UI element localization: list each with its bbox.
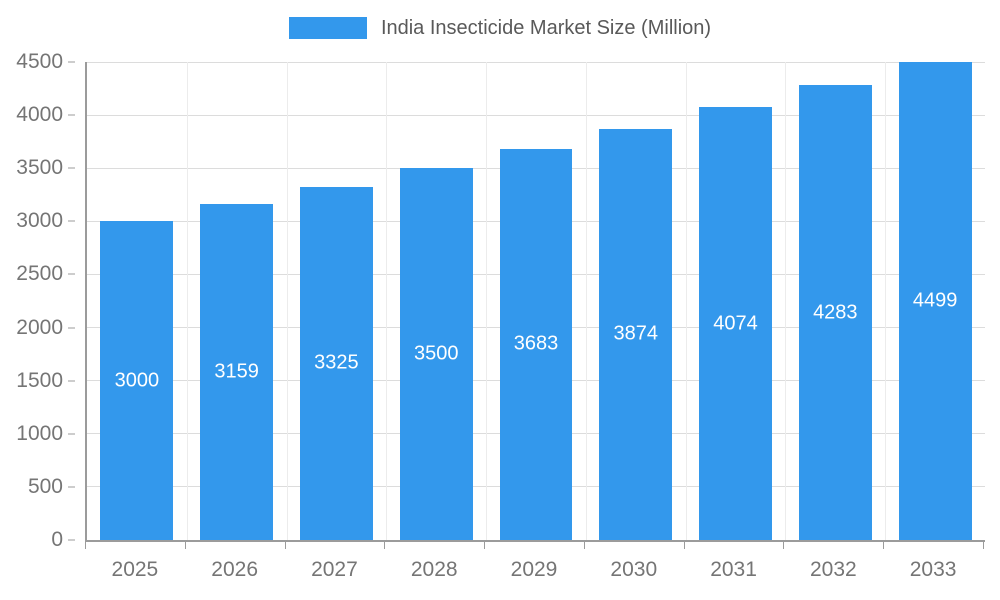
bar-value-label: 3325 [314,351,359,374]
y-tick-label: 3000 [16,209,63,233]
y-tick-label: 3500 [16,156,63,180]
y-tick-label: 4500 [16,50,63,73]
y-tick-label: 1000 [16,421,63,445]
x-axis-tick [883,542,885,549]
bar[interactable]: 4074 [699,107,772,540]
y-tick-label: 0 [51,528,63,551]
x-tick-label: 2030 [610,558,658,581]
y-tick-label: 4000 [16,103,63,127]
y-tick-label: 500 [27,474,63,498]
x-axis-tick [983,542,984,549]
x-tick-label: 2025 [111,558,159,581]
gridline-vertical [486,62,488,540]
plot-area: 3000 3159 3325 3500 3683 3874 4074 4283 4499 [85,61,985,542]
x-axis-tick [184,542,186,549]
x-tick-label: 2027 [311,558,358,581]
gridline-vertical [286,62,288,540]
x-tick-label: 2029 [510,558,558,581]
x-axis-tick [484,542,486,549]
bar-value-label: 4283 [813,301,858,324]
bar-value-label: 3500 [413,342,459,365]
y-axis-tick [68,167,75,169]
x-axis-tick [85,542,86,549]
gridline-vertical [585,62,587,540]
y-axis-tick [68,220,75,222]
y-tick-label: 2500 [16,262,63,286]
chart-legend[interactable]: India Insecticide Market Size (Million) [0,14,1000,42]
legend-label: India Insecticide Market Size (Million) [380,16,712,39]
bar[interactable]: 4283 [798,85,872,540]
bar-value-label: 3159 [214,360,259,383]
bar-value-label: 3683 [513,332,559,355]
bar[interactable]: 3500 [399,168,473,540]
y-axis-tick [68,380,75,382]
bar[interactable]: 3325 [300,186,373,540]
x-axis-tick [284,542,286,549]
legend-swatch [288,17,367,39]
x-axis-labels: 2025 2026 2027 2028 2029 2030 2031 2032 2033 [85,542,984,586]
x-axis-tick [583,542,585,549]
gridline-horizontal [87,114,985,116]
bar[interactable]: 3683 [499,148,573,540]
y-axis-tick [68,486,75,488]
bar[interactable]: 3000 [100,221,174,540]
x-tick-label: 2032 [809,558,857,581]
x-axis-tick [384,542,386,549]
x-axis-tick [783,542,785,549]
bar[interactable]: 3874 [599,128,673,540]
gridline-vertical [186,62,188,540]
gridline-horizontal [87,61,985,63]
gridline-vertical [685,62,687,540]
y-tick-label: 1500 [16,368,63,392]
x-tick-label: 2028 [410,558,458,581]
y-axis-labels: 0 500 1000 1500 2000 2500 3000 3500 4000 4500 [0,50,75,551]
bar[interactable]: 4499 [898,62,972,540]
y-axis-tick [68,61,75,63]
bar-value-label: 4074 [713,312,758,335]
bar-value-label: 3874 [613,322,659,345]
gridline-vertical [885,62,887,540]
y-axis-tick [68,114,75,116]
gridline-vertical [785,62,787,540]
y-axis-tick [68,273,75,275]
bar[interactable]: 3159 [200,204,274,540]
y-axis-tick [68,539,75,541]
gridline-vertical [386,62,388,540]
x-tick-label: 2031 [710,558,757,581]
x-tick-label: 2026 [211,558,259,581]
y-axis-tick [68,433,75,435]
y-tick-label: 2000 [16,315,63,339]
y-axis-tick [68,327,75,329]
x-tick-label: 2033 [909,558,957,581]
x-axis-tick [683,542,685,549]
bar-value-label: 4499 [912,289,958,312]
bar-value-label: 3000 [114,369,160,392]
